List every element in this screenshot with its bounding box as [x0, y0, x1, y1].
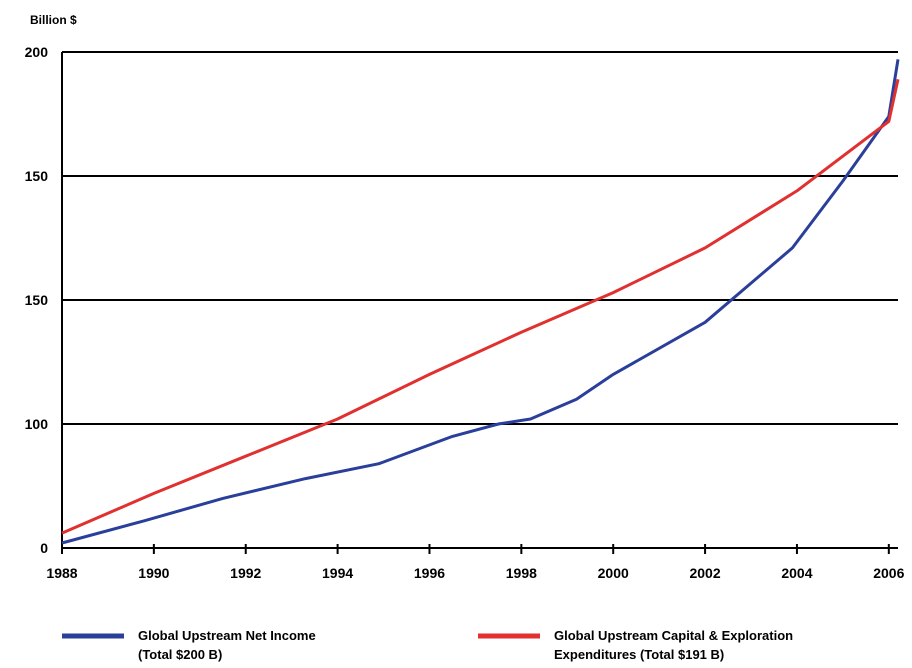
x-tick-label: 1988	[46, 565, 77, 581]
x-tick-label: 1990	[138, 565, 169, 581]
x-tick-label: 1996	[414, 565, 445, 581]
x-tick-label: 1998	[506, 565, 537, 581]
series-line-1	[61, 78, 900, 535]
x-tick-label: 2004	[781, 565, 812, 581]
legend-label-0: Global Upstream Net Income	[138, 628, 316, 643]
y-axis-title: Billion $	[30, 13, 77, 27]
y-tick-label: 100	[25, 416, 49, 432]
x-tick-label: 1994	[322, 565, 353, 581]
x-tick-label: 2000	[598, 565, 629, 581]
legend-label-line2-1: Expenditures (Total $191 B)	[554, 647, 724, 662]
y-tick-label: 0	[40, 540, 48, 556]
axes	[61, 52, 898, 549]
x-tick-labels: 1988 1990 1992 1994 1996 1998 2000 2002 2004 2006	[46, 544, 905, 581]
legend: Global Upstream Net Income (Total $200 B)…	[62, 628, 793, 662]
gridlines	[62, 51, 898, 425]
series-line-0	[61, 59, 900, 545]
series-lines	[61, 59, 900, 545]
y-tick-label: 150	[25, 292, 49, 308]
legend-label-1: Global Upstream Capital & Exploration	[554, 628, 793, 643]
legend-label-line2-0: (Total $200 B)	[138, 647, 222, 662]
x-tick-label: 2006	[873, 565, 904, 581]
x-tick-label: 1992	[230, 565, 261, 581]
y-tick-label: 150	[25, 168, 49, 184]
y-tick-label: 200	[25, 44, 49, 60]
y-tick-labels: 0 100 150 150 200	[25, 44, 49, 556]
x-tick-label: 2002	[689, 565, 720, 581]
